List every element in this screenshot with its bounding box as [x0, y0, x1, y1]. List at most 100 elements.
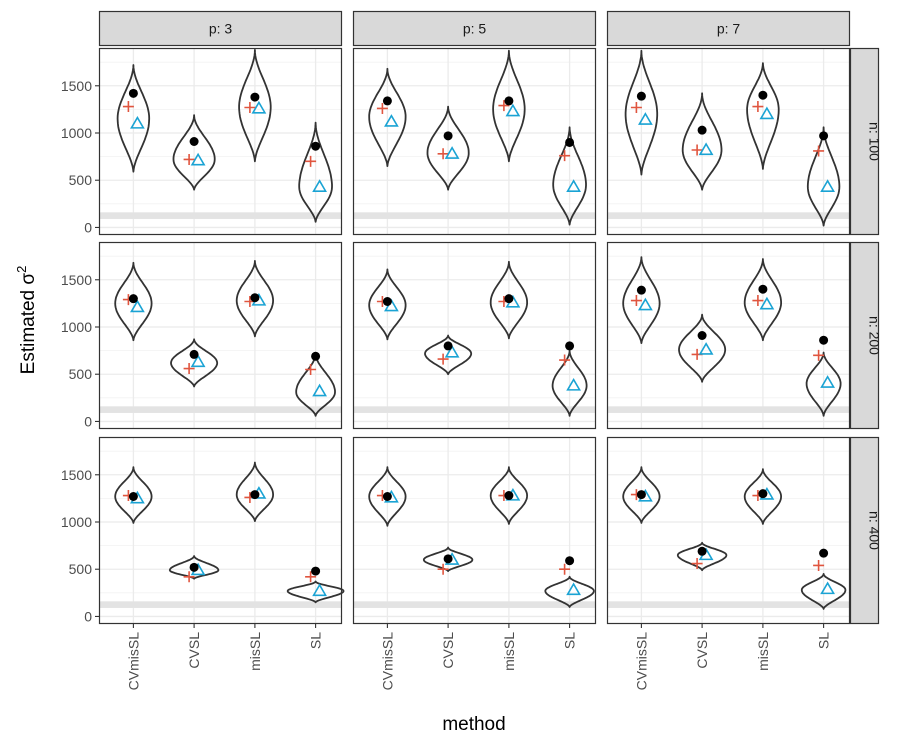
x-tick-label: SL [308, 632, 324, 649]
x-tick-label: SL [816, 632, 832, 649]
violin-group-2-0 [624, 49, 841, 227]
dot-marker [636, 91, 646, 101]
y-tick-label: 500 [69, 366, 93, 382]
triangle-marker [312, 583, 327, 597]
plus-marker [183, 363, 195, 375]
plus-marker [813, 349, 825, 361]
plus-marker [244, 102, 256, 113]
dot-marker [128, 492, 138, 501]
violin-misSL [489, 260, 528, 340]
violin-group-1-2 [368, 466, 595, 608]
panel-frame [352, 436, 597, 625]
y-tick-label: 0 [84, 219, 92, 235]
panel-2-0 [607, 48, 850, 235]
reference-band [99, 212, 342, 219]
y-tick-label: 500 [69, 561, 93, 577]
dot-marker [758, 489, 768, 499]
dot-marker [311, 351, 321, 361]
panel-background [607, 48, 850, 235]
violin-SL [544, 575, 595, 608]
violin-CVmisSL [622, 466, 661, 524]
dot-marker [250, 293, 260, 303]
x-tick-label: misSL [755, 632, 771, 671]
violin-SL [800, 573, 847, 610]
dot-marker [758, 284, 768, 294]
row-strip-label: n: 200 [867, 316, 883, 355]
triangle-marker [384, 114, 399, 127]
violin-misSL [743, 258, 782, 342]
triangle-marker [566, 582, 581, 596]
x-tick-label: CVmisSL [633, 632, 649, 691]
plus-marker [376, 102, 388, 114]
panel-2-2 [607, 437, 850, 624]
dot-marker [504, 294, 514, 304]
violin-group-2-1 [622, 256, 842, 417]
triangle-marker [820, 375, 835, 388]
y-axis-title-superscript: 2 [14, 266, 29, 273]
violin-CVmisSL [368, 268, 407, 341]
row-strip-0 [849, 47, 880, 236]
x-tick-label: SL [562, 632, 578, 649]
dot-marker [565, 137, 575, 147]
plus-marker [630, 102, 642, 113]
dot-marker [443, 131, 453, 141]
plus-marker [183, 571, 195, 583]
plus-marker [752, 295, 764, 307]
x-tick-label: CVmisSL [125, 632, 141, 691]
panel-1-1 [353, 242, 596, 429]
violin-CVSL [676, 541, 728, 572]
violin-CVmisSL [368, 67, 407, 167]
triangle-marker [130, 115, 145, 129]
plus-marker [559, 563, 571, 575]
x-tick-label: CVSL [440, 632, 456, 669]
dot-marker [128, 294, 138, 304]
panel-frame [352, 47, 597, 236]
violin-SL [805, 351, 842, 417]
panel-frame [98, 241, 343, 430]
violin-group-0-2 [114, 461, 345, 604]
violin-CVmisSL [116, 64, 151, 173]
triangle-marker [638, 112, 653, 125]
panel-frame [98, 436, 343, 625]
violin-misSL [489, 466, 528, 525]
triangle-marker [638, 297, 653, 311]
plus-marker [559, 150, 571, 162]
x-tick-label: CVSL [694, 632, 710, 669]
violin-CVSL [426, 105, 470, 191]
violin-misSL [235, 461, 274, 522]
reference-band [607, 406, 850, 413]
violin-misSL [238, 49, 272, 163]
violin-CVSL [678, 313, 727, 383]
triangle-marker [698, 142, 714, 156]
reference-band [353, 212, 596, 219]
plus-marker [691, 558, 703, 570]
violin-SL [552, 126, 587, 226]
panel-background [99, 437, 342, 624]
violin-CVSL [681, 92, 723, 191]
col-strip-label: p: 7 [717, 21, 741, 37]
violin-CVSL [422, 546, 474, 572]
violin-group-2-2 [622, 466, 847, 610]
triangle-marker [190, 152, 206, 166]
panel-frame [606, 47, 851, 236]
x-tick-label: misSL [501, 632, 517, 671]
dot-marker [819, 548, 829, 558]
x-axis-title: method [442, 714, 505, 735]
y-tick-label: 1500 [61, 272, 92, 288]
plus-marker [813, 145, 825, 157]
plus-marker [559, 354, 571, 366]
triangle-marker [505, 103, 521, 117]
dot-marker [504, 491, 514, 501]
dot-marker [250, 92, 260, 102]
row-strip-label: n: 400 [867, 511, 883, 550]
plus-marker [437, 353, 449, 365]
x-tick-label: CVmisSL [379, 632, 395, 691]
dot-marker [819, 335, 829, 345]
plus-marker [305, 571, 317, 583]
dot-marker [382, 96, 392, 106]
plus-marker [498, 100, 510, 112]
y-tick-label: 500 [69, 172, 93, 188]
plus-marker [630, 295, 642, 307]
plus-marker [305, 364, 317, 375]
